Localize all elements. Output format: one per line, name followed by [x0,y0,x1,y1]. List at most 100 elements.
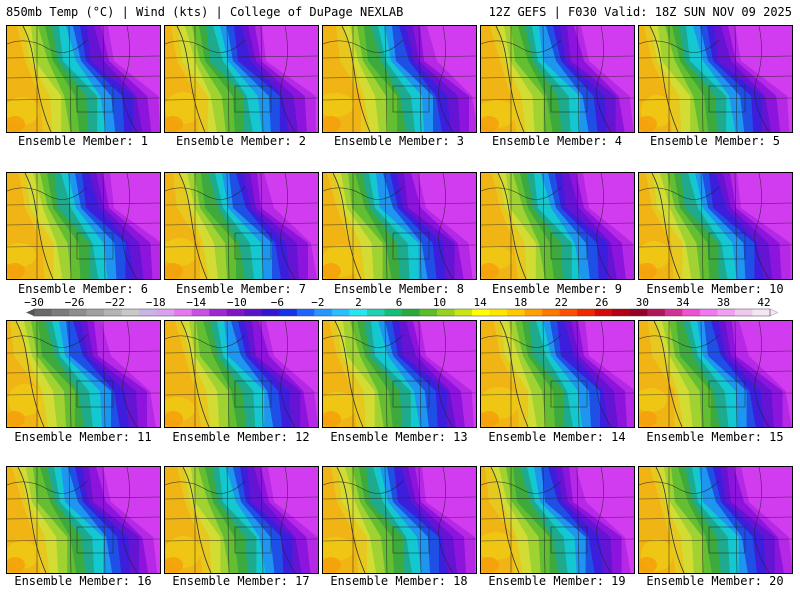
colorbar-segment [104,309,123,316]
colorbar-segment [226,309,245,316]
colorbar-segment [209,309,228,316]
colorbar-tick-label: 34 [676,296,690,309]
ensemble-member-map [638,466,793,574]
colorbar-segment [402,309,421,316]
colorbar-tick-label: −22 [105,296,125,309]
colorbar-segment [524,309,543,316]
ensemble-member-label: Ensemble Member: 16 [14,574,152,588]
ensemble-member-map [480,466,635,574]
colorbar-tick-label: 30 [636,296,649,309]
ensemble-member-label: Ensemble Member: 3 [333,134,465,148]
temperature-colorbar: −30 −26 −22 −18 −14 −10 −6 −2 2 6 10 14 18 22 26 30 34 38… [24,296,779,317]
colorbar-left-arrow [26,309,34,316]
colorbar-tick-label: 6 [396,296,403,309]
ensemble-member-label: Ensemble Member: 5 [649,134,781,148]
colorbar-tick-label: −18 [146,296,166,309]
colorbar-tick-label: 22 [555,296,568,309]
colorbar-segment [191,309,210,316]
ensemble-member-map [638,25,793,133]
colorbar-segment [752,309,771,316]
colorbar-tick-label: −2 [311,296,324,309]
colorbar-segment [734,309,753,316]
ensemble-member-label: Ensemble Member: 12 [172,430,310,444]
colorbar-segment [34,309,53,316]
map-title: 850mb Temp (°C) | Wind (kts) | College o… [6,5,404,19]
ensemble-member-map [322,25,477,133]
colorbar-segment [156,309,175,316]
colorbar-tick-label: 2 [355,296,362,309]
model-run-info: 12Z GEFS | F030 Valid: 18Z SUN NOV 09 20… [488,5,792,19]
ensemble-member-label: Ensemble Member: 4 [491,134,623,148]
colorbar-segment [349,309,368,316]
colorbar-segment [489,309,508,316]
colorbar-segment [717,309,736,316]
colorbar-tick-label: 18 [514,296,527,309]
colorbar-right-arrow [769,308,779,317]
ensemble-member-map [638,320,793,428]
colorbar-segment [261,309,280,316]
ensemble-member-label: Ensemble Member: 1 [17,134,149,148]
colorbar-segment [69,309,88,316]
colorbar-segment [664,309,683,316]
ensemble-member-label: Ensemble Member: 10 [646,282,784,296]
ensemble-member-map [164,172,319,280]
colorbar-segment [244,309,263,316]
ensemble-member-label: Ensemble Member: 7 [175,282,307,296]
colorbar-tick-label: −26 [65,296,85,309]
colorbar-segment [507,309,526,316]
ensemble-member-label: Ensemble Member: 13 [330,430,468,444]
colorbar-segment [86,309,105,316]
colorbar-segment [279,309,298,316]
colorbar-tick-label: 10 [433,296,446,309]
colorbar-segment [612,309,631,316]
colorbar-segment [542,309,561,316]
colorbar-segment [699,309,718,316]
colorbar-tick-label: 14 [473,296,487,309]
colorbar-tick-label: 38 [717,296,730,309]
ensemble-member-label: Ensemble Member: 20 [646,574,784,588]
colorbar-tick-label: 26 [595,296,608,309]
colorbar-segment [454,309,473,316]
colorbar-segment [559,309,578,316]
ensemble-member-map [480,172,635,280]
ensemble-member-map [638,172,793,280]
colorbar-tick-label: −30 [24,296,44,309]
colorbar-segment [366,309,385,316]
colorbar-segment [647,309,666,316]
ensemble-member-label: Ensemble Member: 18 [330,574,468,588]
ensemble-member-label: Ensemble Member: 17 [172,574,310,588]
colorbar-outline [33,308,771,317]
colorbar-segment [314,309,333,316]
ensemble-member-label: Ensemble Member: 19 [488,574,626,588]
colorbar-segment [419,309,438,316]
ensemble-member-map [6,172,161,280]
ensemble-member-label: Ensemble Member: 9 [491,282,623,296]
ensemble-member-map [322,172,477,280]
colorbar-segment [472,309,491,316]
ensemble-member-map [164,320,319,428]
colorbar-tick-label: 42 [757,296,770,309]
colorbar-segment [296,309,315,316]
ensemble-member-label: Ensemble Member: 8 [333,282,465,296]
colorbar-segment [384,309,403,316]
colorbar-segment [594,309,613,316]
ensemble-member-map [6,466,161,574]
ensemble-member-label: Ensemble Member: 6 [17,282,149,296]
ensemble-member-label: Ensemble Member: 15 [646,430,784,444]
colorbar-segment [51,309,70,316]
ensemble-member-map [322,320,477,428]
ensemble-member-label: Ensemble Member: 14 [488,430,626,444]
colorbar-segment [139,309,158,316]
colorbar-segment [331,309,350,316]
colorbar-segment [577,309,596,316]
colorbar-tick-label: −14 [186,296,206,309]
colorbar-segment [121,309,140,316]
ensemble-member-map [6,320,161,428]
colorbar-segment [682,309,701,316]
ensemble-member-map [6,25,161,133]
colorbar-segment [437,309,456,316]
ensemble-member-label: Ensemble Member: 11 [14,430,152,444]
ensemble-member-map [164,25,319,133]
ensemble-member-map [322,466,477,574]
ensemble-member-label: Ensemble Member: 2 [175,134,307,148]
